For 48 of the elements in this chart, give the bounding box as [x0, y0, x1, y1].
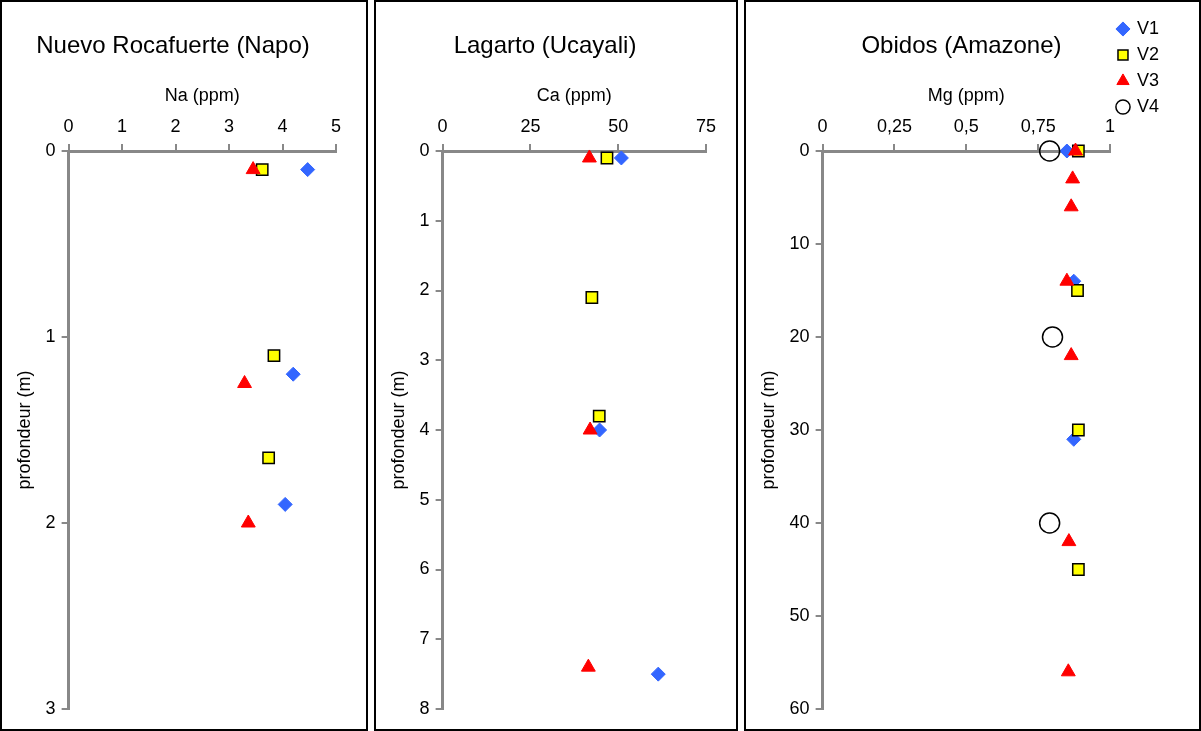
y-tick-label: 6 [419, 558, 430, 579]
legend-label: V4 [1136, 95, 1160, 116]
x-tick-label: 0,75 [1020, 116, 1056, 137]
y-tick-label: 7 [419, 628, 430, 649]
x-tick-label: 3 [224, 116, 235, 137]
x-tick-label: 1 [1104, 116, 1115, 137]
x-axis-title: Mg (ppm) [927, 84, 1005, 105]
x-tick-label: 0,25 [876, 116, 912, 137]
x-tick-label: 5 [330, 116, 342, 137]
legend-label: V2 [1136, 43, 1160, 64]
chart-title: Lagarto (Ucayali) [453, 31, 637, 59]
y-tick-label: 10 [789, 232, 810, 253]
y-tick-label: 3 [419, 349, 430, 370]
chart-title: Nuevo Rocafuerte (Napo) [36, 31, 310, 59]
y-tick-label: 1 [45, 325, 56, 346]
y-tick-label: 0 [419, 139, 430, 160]
y-axis-title: profondeur (m) [13, 370, 34, 490]
x-tick-label: 0,5 [953, 116, 979, 137]
x-tick-label: 1 [117, 116, 128, 137]
y-tick-label: 30 [789, 418, 810, 439]
y-tick-label: 2 [419, 279, 430, 300]
y-tick-label: 20 [789, 325, 810, 346]
x-axis-title: Na (ppm) [164, 84, 240, 105]
y-tick-label: 2 [45, 511, 56, 532]
x-tick-label: 50 [608, 116, 629, 137]
x-tick-label: 0 [817, 116, 828, 137]
y-tick-label: 0 [45, 139, 56, 160]
y-tick-label: 40 [789, 511, 810, 532]
x-tick-label: 4 [277, 116, 288, 137]
y-tick-label: 1 [419, 209, 430, 230]
y-tick-label: 0 [799, 139, 810, 160]
chart-title: Obidos (Amazone) [861, 31, 1062, 59]
x-axis-title: Ca (ppm) [536, 84, 612, 105]
legend-label: V1 [1136, 17, 1160, 38]
y-tick-label: 4 [419, 418, 430, 439]
y-axis-title: profondeur (m) [387, 370, 408, 490]
y-tick-label: 8 [419, 697, 430, 718]
y-tick-label: 50 [789, 604, 810, 625]
y-tick-label: 5 [419, 488, 430, 509]
y-axis-title: profondeur (m) [757, 370, 778, 490]
x-tick-label: 0 [63, 116, 74, 137]
y-tick-label: 3 [45, 697, 56, 718]
x-tick-label: 25 [520, 116, 541, 137]
legend-label: V3 [1136, 69, 1160, 90]
x-tick-label: 75 [695, 116, 717, 137]
y-tick-label: 60 [789, 697, 810, 718]
x-tick-label: 2 [170, 116, 181, 137]
x-tick-label: 0 [437, 116, 448, 137]
